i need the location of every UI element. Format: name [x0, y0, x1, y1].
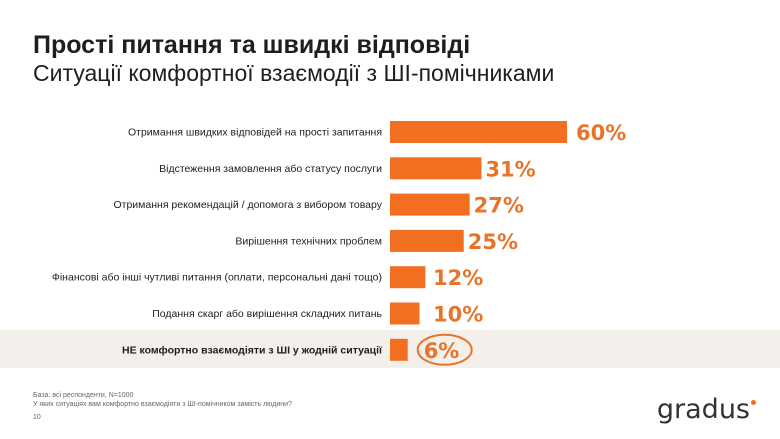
category-label: Отримання швидких відповідей на прості з… [128, 127, 382, 139]
page-subtitle: Ситуації комфортної взаємодії з ШІ-поміч… [33, 60, 555, 86]
bar [390, 229, 464, 252]
bar [390, 266, 426, 289]
footnote-base: База: всі респонденти, N=1000 [33, 392, 134, 399]
category-label: Вирішення технічних проблем [235, 235, 382, 247]
bar [390, 121, 567, 143]
value-label: 12% [433, 266, 483, 290]
logo-dot [751, 400, 756, 405]
category-label: НЕ комфортно взаємодіяти з ШІ у жодній с… [122, 344, 383, 356]
value-label: 10% [433, 303, 483, 327]
bar [390, 302, 420, 325]
page-number: 10 [33, 414, 41, 421]
value-label: 60% [576, 121, 626, 145]
value-label: 31% [485, 157, 535, 181]
highlight-circle [416, 333, 473, 366]
value-label: 6% [424, 339, 460, 363]
category-label: Відстеження замовлення або статусу послу… [159, 163, 382, 175]
bar [390, 193, 470, 216]
value-label: 27% [474, 194, 524, 218]
value-label: 25% [468, 230, 518, 254]
category-label: Отримання рекомендацій / допомога з вибо… [113, 199, 382, 211]
gradus-logo: gradus [656, 394, 750, 425]
category-label: Фінансові або інші чутливі питання (опла… [52, 272, 382, 284]
category-label: Подання скарг або вирішення складних пит… [152, 308, 382, 320]
bar [390, 157, 482, 180]
page-title: Прості питання та швидкі відповіді [33, 31, 471, 59]
bar [390, 338, 408, 361]
footnote-question: У яких ситуаціях вам комфортно взаємодія… [33, 401, 292, 408]
